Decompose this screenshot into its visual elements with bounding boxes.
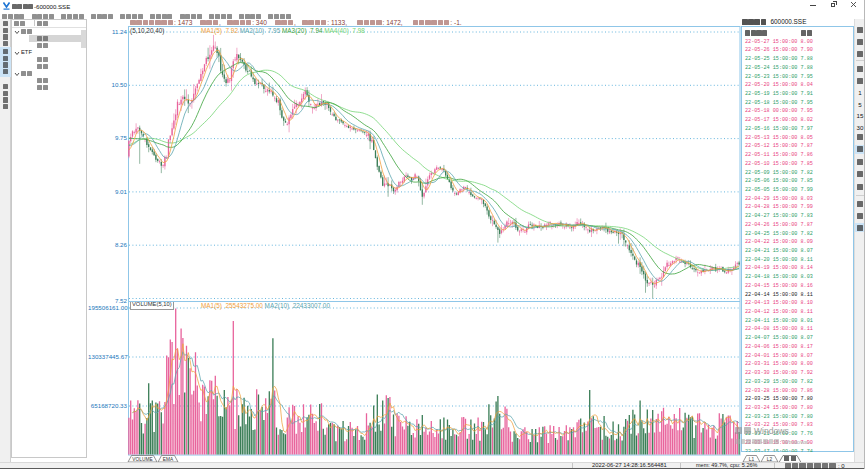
- svg-text:L1: L1: [749, 456, 755, 461]
- svg-text:L2: L2: [767, 456, 773, 461]
- svg-text:VOLUME: VOLUME: [132, 456, 152, 461]
- svg-text:EMA: EMA: [163, 456, 174, 461]
